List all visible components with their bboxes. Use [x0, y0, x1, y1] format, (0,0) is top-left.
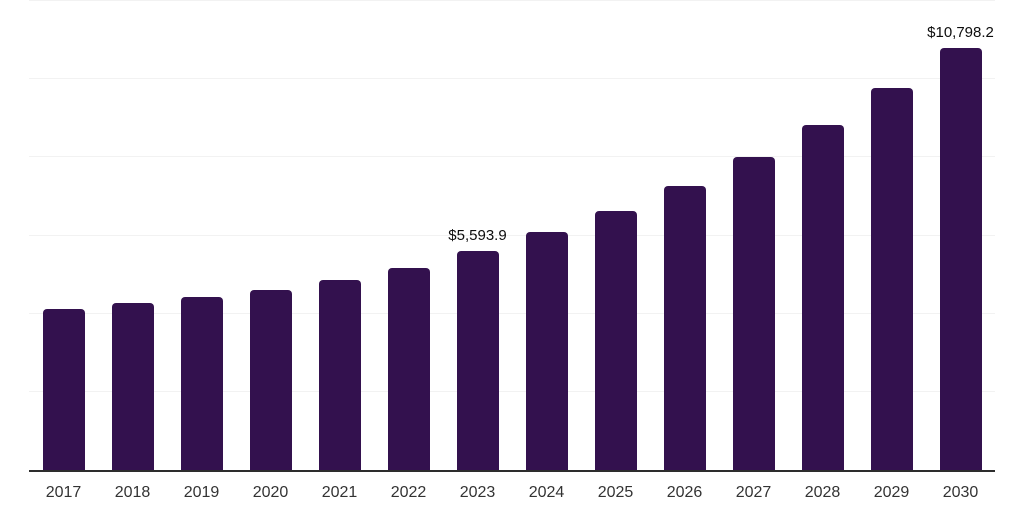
gridline — [29, 156, 995, 158]
bar-2022[interactable] — [387, 267, 430, 470]
bar-2025[interactable] — [594, 210, 637, 470]
bar-2024[interactable] — [525, 231, 568, 470]
gridline — [29, 78, 995, 80]
bar-2029[interactable] — [870, 87, 913, 470]
bar-band-2018 — [98, 1, 167, 470]
bar-2021[interactable] — [318, 279, 361, 470]
gridline — [29, 312, 995, 314]
x-axis-label-2022: 2022 — [390, 484, 427, 501]
gridline — [29, 234, 995, 236]
bar-2018[interactable] — [111, 303, 154, 470]
x-axis-label-2026: 2026 — [666, 484, 703, 501]
bar-band-2025 — [581, 1, 650, 470]
bar-band-2022 — [374, 1, 443, 470]
bar-2019[interactable] — [180, 296, 223, 470]
bar-2027[interactable] — [732, 156, 775, 470]
x-axis-label-2029: 2029 — [873, 484, 910, 501]
bar-band-2027 — [719, 1, 788, 470]
bar-band-2019 — [167, 1, 236, 470]
x-axis-label-2023: 2023 — [459, 484, 496, 501]
x-axis-label-2024: 2024 — [528, 484, 565, 501]
bar-band-2020 — [236, 1, 305, 470]
data-label-2030: $10,798.2 — [927, 24, 994, 41]
bar-2023[interactable] — [456, 251, 499, 470]
x-axis-label-2025: 2025 — [597, 484, 634, 501]
x-axis-label-2021: 2021 — [321, 484, 358, 501]
gridline — [29, 0, 995, 1]
bar-band-2026 — [650, 1, 719, 470]
plot-area: $5,593.9 $10,798.2 — [29, 0, 995, 472]
x-axis: 2017 2018 2019 2020 2021 2022 2023 2024 2025 2026… — [29, 483, 995, 502]
bar-2030[interactable] — [939, 48, 982, 470]
bar-2017[interactable] — [42, 309, 85, 470]
x-axis-label-2019: 2019 — [183, 484, 220, 501]
x-axis-label-2027: 2027 — [735, 484, 772, 501]
bar-band-2030: $10,798.2 — [926, 1, 995, 470]
data-label-2023: $5,593.9 — [448, 227, 507, 245]
bar-band-2023: $5,593.9 — [443, 1, 512, 470]
x-axis-label-2020: 2020 — [252, 484, 289, 501]
bar-band-2028 — [788, 1, 857, 470]
bar-2026[interactable] — [663, 185, 706, 470]
x-axis-label-2028: 2028 — [804, 484, 841, 501]
gridline — [29, 390, 995, 392]
x-axis-label-2030: 2030 — [942, 484, 979, 501]
bar-band-2017 — [29, 1, 98, 470]
x-axis-label-2017: 2017 — [45, 484, 82, 501]
x-axis-label-2018: 2018 — [114, 484, 151, 501]
bar-2020[interactable] — [249, 289, 292, 470]
bar-band-2021 — [305, 1, 374, 470]
bar-2028[interactable] — [801, 124, 844, 470]
bar-band-2029 — [857, 1, 926, 470]
bar-band-2024 — [512, 1, 581, 470]
